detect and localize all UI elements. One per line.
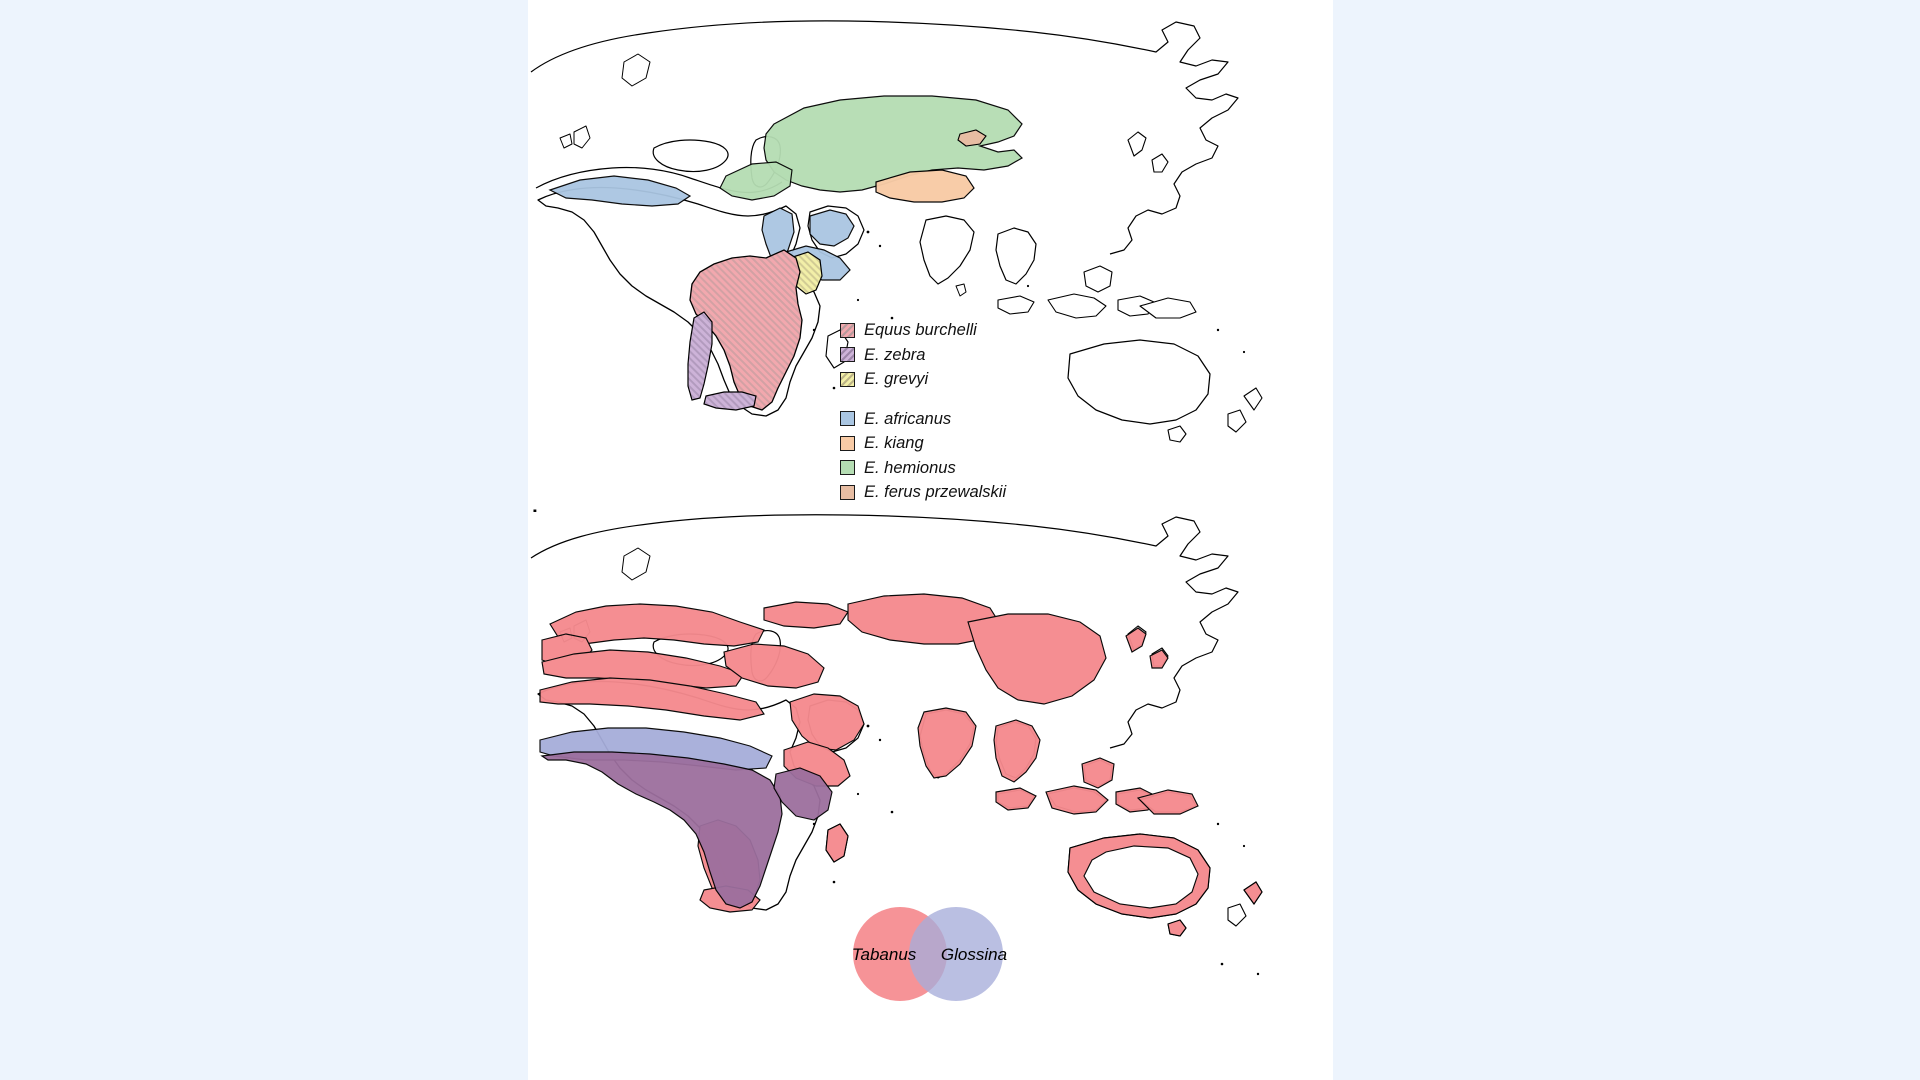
range-tabanus-east-asia	[967, 613, 1107, 705]
range-tabanus-madagascar	[825, 823, 849, 863]
legend-group-asses-horses: E. africanus E. kiang E. hemionus E. fer…	[840, 407, 1090, 505]
legend-row-equus-burchelli: Equus burchelli	[840, 318, 1090, 343]
range-tabanus-new-zealand-north	[1243, 881, 1263, 906]
panel-a-map-svg	[528, 0, 1333, 510]
range-e-hemionus-west	[719, 161, 793, 201]
range-e-africanus-arabia	[809, 209, 855, 247]
panel-b-map: Tabanus Glossina	[528, 512, 1333, 1080]
legend-swatch-e-zebra	[840, 347, 855, 363]
legend-row-e-grevyi: E. grevyi	[840, 367, 1090, 392]
range-overlap-east-africa	[773, 767, 833, 821]
legend-row-e-africanus: E. africanus	[840, 407, 1090, 432]
panel-a-legend: Equus burchelli E. zebra E. grevyi	[840, 318, 1090, 505]
range-e-africanus-north-africa	[548, 175, 692, 207]
range-tabanus-japan-south	[1149, 649, 1169, 669]
range-tabanus-europe-east	[763, 601, 849, 629]
legend-group-zebras: Equus burchelli E. zebra E. grevyi	[840, 318, 1090, 392]
legend-row-e-zebra: E. zebra	[840, 343, 1090, 368]
range-tabanus-india	[917, 707, 977, 779]
legend-row-e-ferus-przewalskii: E. ferus przewalskii	[840, 480, 1090, 505]
range-e-zebra-cape	[703, 391, 757, 411]
legend-label-e-zebra: E. zebra	[864, 345, 926, 364]
legend-label-e-kiang: E. kiang	[864, 434, 924, 452]
range-tabanus-japan	[1125, 627, 1147, 653]
legend-label-equus-burchelli: Equus burchelli	[864, 321, 977, 339]
legend-swatch-e-kiang	[840, 435, 855, 451]
range-tabanus-arabia	[789, 693, 865, 751]
range-tabanus-se-asia	[993, 719, 1041, 783]
venn-label-glossina: Glossina	[941, 945, 1007, 964]
range-tabanus-new-guinea	[1136, 789, 1199, 815]
range-e-kiang	[875, 169, 975, 203]
range-tabanus-borneo	[1081, 757, 1115, 789]
range-e-ferus-przewalskii	[957, 129, 987, 147]
legend-row-e-hemionus: E. hemionus	[840, 456, 1090, 481]
range-tabanus-tasmania	[1167, 919, 1187, 937]
range-tabanus-middle-east	[723, 643, 825, 689]
legend-row-e-kiang: E. kiang	[840, 431, 1090, 456]
range-tabanus-australia	[1067, 833, 1211, 919]
legend-swatch-e-grevyi	[840, 371, 855, 387]
legend-label-e-ferus-przewalskii: E. ferus przewalskii	[864, 483, 1007, 501]
legend-label-e-hemionus: E. hemionus	[864, 458, 956, 477]
legend-label-e-grevyi: E. grevyi	[864, 370, 929, 388]
venn-svg: Tabanus Glossina	[852, 907, 1007, 1001]
venn-circle-glossina	[909, 907, 1003, 1001]
range-tabanus-north-africa	[539, 677, 765, 721]
range-tabanus-sumatra	[995, 787, 1037, 811]
legend-swatch-equus-burchelli	[840, 322, 855, 338]
legend-swatch-e-africanus	[840, 411, 855, 427]
range-e-zebra	[687, 311, 713, 401]
range-tabanus-glossina-overlap	[540, 751, 783, 909]
range-tabanus-mediterranean	[541, 649, 745, 689]
panel-a-map: Equus burchelli E. zebra E. grevyi	[528, 0, 1333, 510]
range-tabanus-europe	[549, 603, 765, 647]
range-tabanus-indonesia	[1045, 785, 1109, 815]
legend-label-e-africanus: E. africanus	[864, 409, 952, 428]
panel-b-venn-inset: Tabanus Glossina	[828, 894, 1028, 1014]
legend-separator	[840, 392, 1090, 407]
legend-swatch-e-hemionus	[840, 460, 855, 476]
figure-sheet: a	[528, 0, 1333, 1080]
legend-swatch-e-ferus-przewalskii	[840, 484, 855, 500]
venn-label-tabanus: Tabanus	[852, 945, 917, 964]
